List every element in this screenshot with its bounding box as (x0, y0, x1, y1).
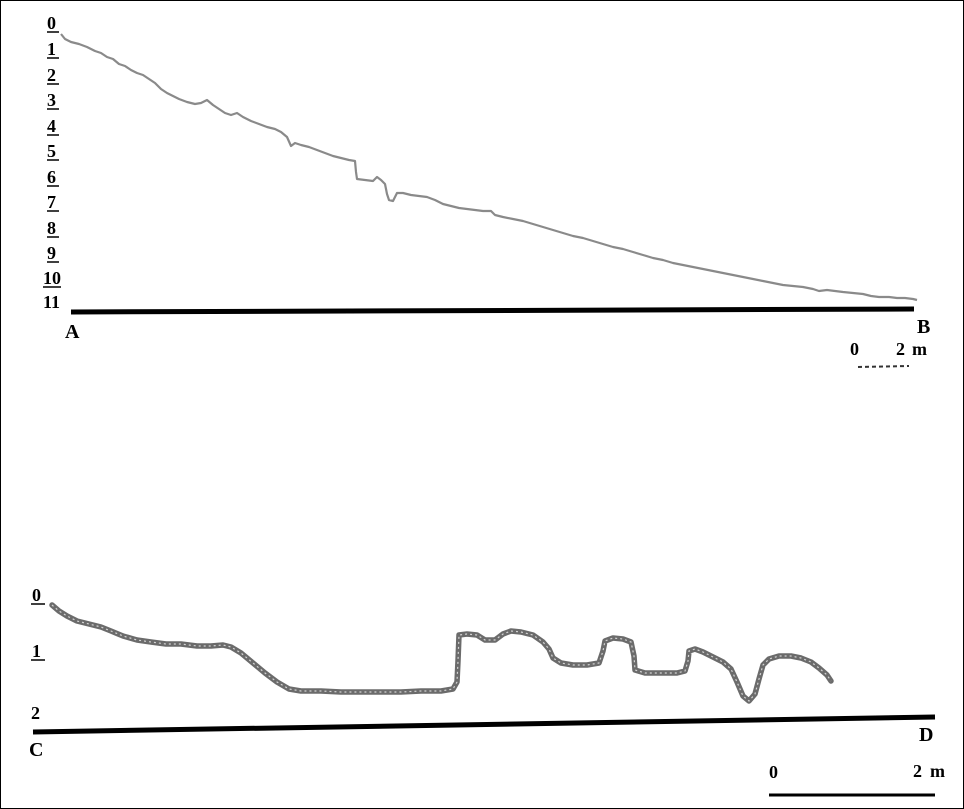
point-c-label: C (29, 739, 43, 761)
profile-cd-depth-scale: 0 1 2 (31, 585, 45, 723)
scale-ab-start-label: 0 (850, 339, 859, 359)
scale-cd-start-label: 0 (769, 762, 778, 782)
scale-ab-unit-label: m (912, 339, 927, 359)
scale-ab-bar (858, 366, 909, 367)
profile-cd-baseline (33, 717, 935, 732)
profile-cd-scale-bar: 0 2 m (769, 761, 945, 795)
profile-ab-depth-scale: 0 1 2 3 4 5 6 7 8 9 10 11 (43, 13, 61, 312)
depth-label-4: 4 (47, 116, 56, 136)
depth-label-8: 8 (47, 218, 56, 238)
profile-ab: 0 1 2 3 4 5 6 7 8 9 10 11 (43, 13, 930, 367)
profile-ab-baseline (71, 309, 914, 312)
point-b-label: B (917, 316, 930, 338)
depth-label-2: 2 (47, 65, 56, 85)
profile-cd: 0 1 2 C D 0 2 m (29, 585, 945, 795)
profile-ab-scale-bar: 0 2 m (850, 339, 927, 367)
depth-label-3: 3 (47, 90, 56, 110)
depth-label-7: 7 (47, 192, 56, 212)
cd-depth-label-0: 0 (32, 585, 41, 605)
depth-label-6: 6 (47, 167, 56, 187)
depth-label-10: 10 (43, 268, 61, 288)
cd-depth-label-2: 2 (31, 703, 40, 723)
depth-label-5: 5 (47, 141, 56, 161)
depth-label-0: 0 (47, 13, 56, 33)
profile-ab-line (61, 34, 917, 300)
scale-cd-end-label: 2 (913, 761, 922, 781)
point-d-label: D (919, 724, 933, 746)
point-a-label: A (65, 321, 80, 343)
scale-cd-unit-label: m (930, 761, 945, 781)
depth-label-1: 1 (47, 39, 56, 59)
cd-depth-label-1: 1 (32, 641, 41, 661)
profile-cd-line (52, 605, 831, 701)
depth-label-11: 11 (43, 292, 60, 312)
scale-ab-end-label: 2 (896, 339, 905, 359)
depth-label-9: 9 (47, 243, 56, 263)
